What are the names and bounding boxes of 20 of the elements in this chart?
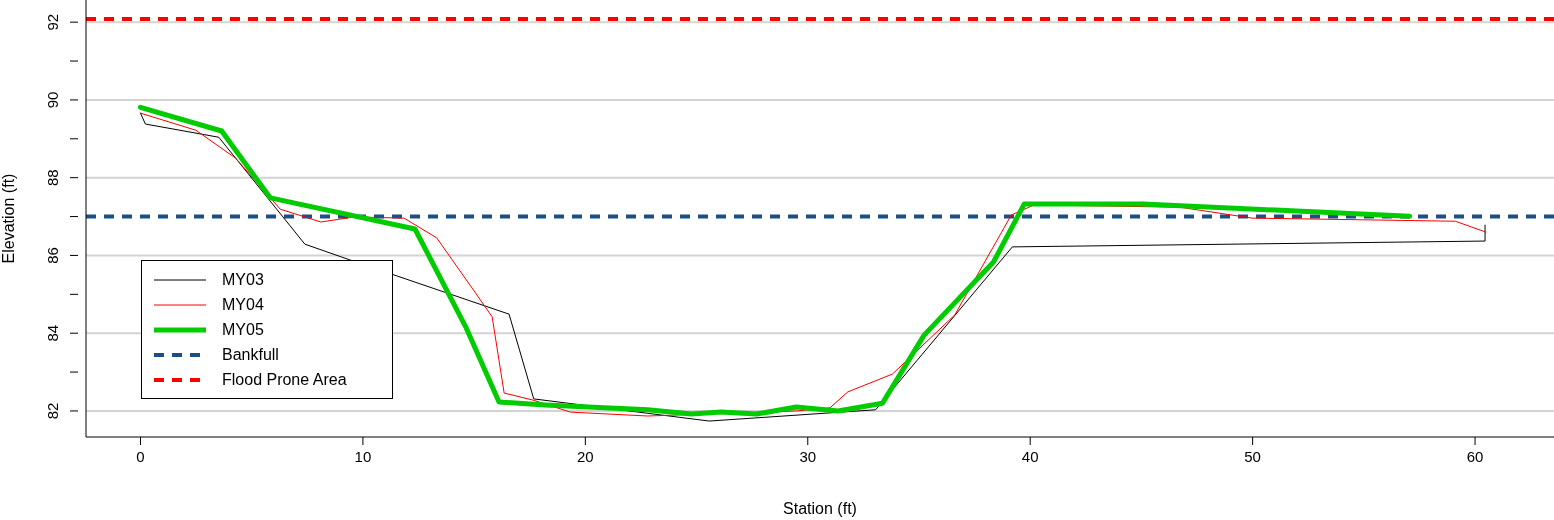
legend-label: MY05 xyxy=(222,320,264,339)
x-tick-label: 60 xyxy=(1466,447,1484,465)
y-tick-label: 92 xyxy=(44,13,61,31)
legend-label: Flood Prone Area xyxy=(222,370,347,389)
x-tick-label: 30 xyxy=(799,447,817,465)
y-tick-label: 82 xyxy=(44,402,61,420)
y-axis-title: Elevation (ft) xyxy=(0,173,17,264)
y-tick-label: 84 xyxy=(44,324,61,342)
x-tick-label: 40 xyxy=(1021,447,1039,465)
x-tick-label: 10 xyxy=(354,447,372,465)
legend-label: Bankfull xyxy=(222,345,279,364)
y-tick-label: 86 xyxy=(44,247,61,264)
x-tick-label: 20 xyxy=(577,447,594,465)
x-axis-title: Station (ft) xyxy=(783,500,857,517)
legend-label: MY03 xyxy=(222,270,264,289)
x-tick-label: 0 xyxy=(136,447,145,465)
x-tick-label: 50 xyxy=(1244,447,1261,465)
y-tick-label: 88 xyxy=(44,169,61,187)
y-tick-label: 90 xyxy=(44,91,61,109)
legend-label: MY04 xyxy=(222,295,264,314)
